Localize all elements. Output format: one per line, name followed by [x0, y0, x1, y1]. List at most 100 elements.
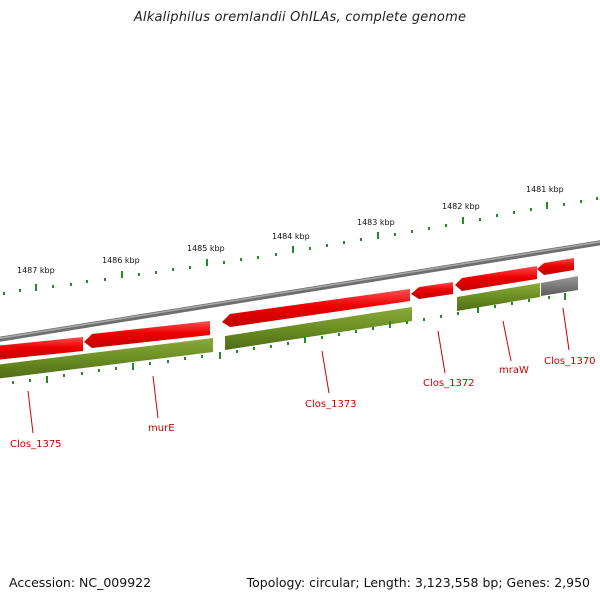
ruler-tick [167, 360, 169, 363]
ruler-tick [445, 224, 447, 227]
ruler-label: 1483 kbp [357, 218, 395, 227]
cds-bar[interactable] [457, 283, 540, 311]
ruler-tick-major [35, 284, 37, 291]
ruler-tick [423, 318, 425, 321]
ruler-tick [326, 244, 328, 247]
ruler-tick [275, 253, 277, 256]
ruler-tick [343, 241, 345, 244]
leader-line [152, 375, 159, 419]
ruler-tick [104, 278, 106, 281]
ruler-label: 1482 kbp [442, 202, 480, 211]
ruler-tick [223, 261, 225, 264]
ruler-tick [496, 214, 498, 217]
ruler-tick [19, 289, 21, 292]
gene-label[interactable]: mraW [499, 365, 529, 376]
gene-arrow[interactable] [84, 321, 210, 348]
ruler-tick [63, 374, 65, 377]
ruler-tick [394, 233, 396, 236]
ruler-tick [513, 211, 515, 214]
ruler-tick [253, 347, 255, 350]
ruler-tick [12, 381, 14, 384]
ruler-tick [428, 227, 430, 230]
ruler-label: 1485 kbp [187, 244, 225, 253]
ruler-tick-major [389, 321, 391, 328]
ruler-tick [98, 369, 100, 372]
backbone-highlight [0, 241, 600, 339]
ruler-tick [201, 355, 203, 358]
ruler-tick [240, 258, 242, 261]
ruler-label: 1486 kbp [102, 256, 140, 265]
ruler-tick-major [292, 246, 294, 253]
ruler-tick-major [46, 376, 48, 383]
ruler-tick [3, 292, 5, 295]
leader-line [321, 350, 330, 394]
gene-arrow[interactable] [222, 289, 410, 327]
ruler-tick [86, 280, 88, 283]
accession-text: Accession: NC_009922 [9, 575, 152, 590]
ruler-tick [309, 247, 311, 250]
ruler-tick [530, 208, 532, 211]
ruler-tick [457, 312, 459, 315]
inner-ruler [12, 293, 566, 384]
ruler-tick [270, 345, 272, 348]
gene-arrow[interactable] [0, 337, 83, 360]
cds-bar[interactable] [225, 307, 412, 350]
ruler-tick [70, 283, 72, 286]
gene-label[interactable]: Clos_1370 [544, 356, 596, 367]
ruler-tick-major [462, 217, 464, 224]
ruler-label: 1484 kbp [272, 232, 310, 241]
ruler-tick-major [304, 336, 306, 343]
ruler-tick [321, 336, 323, 339]
ruler-tick [406, 321, 408, 324]
gene-label[interactable]: Clos_1372 [423, 378, 475, 389]
ruler-tick [189, 266, 191, 269]
ruler-tick [360, 238, 362, 241]
label-leaders [27, 307, 570, 434]
ruler-tick [149, 362, 151, 365]
ruler-tick [257, 256, 259, 259]
ruler-tick [236, 350, 238, 353]
ruler-tick [52, 285, 54, 288]
ruler-tick [372, 327, 374, 330]
ruler-tick-major [477, 306, 479, 313]
ruler-tick [172, 268, 174, 271]
ruler-tick-major [546, 202, 548, 209]
ruler-tick [548, 296, 550, 299]
ruler-label: 1487 kbp [17, 266, 55, 275]
gene-label[interactable]: Clos_1375 [10, 439, 62, 450]
ruler-tick [563, 203, 565, 206]
genome-backbone [0, 240, 600, 342]
ruler-tick-major [206, 259, 208, 266]
cds-bars [0, 276, 578, 379]
ruler-tick [511, 302, 513, 305]
gene-arrow[interactable] [537, 258, 574, 275]
leader-line [27, 390, 34, 434]
cds-bar-gray[interactable] [541, 276, 578, 296]
gene-label[interactable]: murE [148, 423, 175, 434]
ruler-tick [580, 200, 582, 203]
leader-line [437, 330, 446, 374]
ruler-tick [29, 379, 31, 382]
ruler-tick [596, 197, 598, 200]
ruler-tick [155, 271, 157, 274]
ruler-label: 1481 kbp [526, 185, 564, 194]
leader-line [502, 320, 512, 362]
ruler-tick [287, 342, 289, 345]
ruler-tick [355, 330, 357, 333]
ruler-tick-major [564, 293, 566, 300]
gene-label[interactable]: Clos_1373 [305, 399, 357, 410]
ruler-tick-major [377, 232, 379, 239]
ruler-tick [184, 357, 186, 360]
genome-summary: Topology: circular; Length: 3,123,558 bp… [246, 575, 590, 590]
gene-arrow[interactable] [411, 282, 453, 299]
gene-arrow[interactable] [455, 266, 537, 291]
ruler-tick [494, 305, 496, 308]
gene-arrows [0, 258, 574, 360]
cds-bar[interactable] [0, 338, 213, 379]
ruler-tick [479, 218, 481, 221]
ruler-tick-major [132, 363, 134, 370]
ruler-tick [138, 273, 140, 276]
ruler-tick-major [219, 352, 221, 359]
ruler-tick [528, 299, 530, 302]
